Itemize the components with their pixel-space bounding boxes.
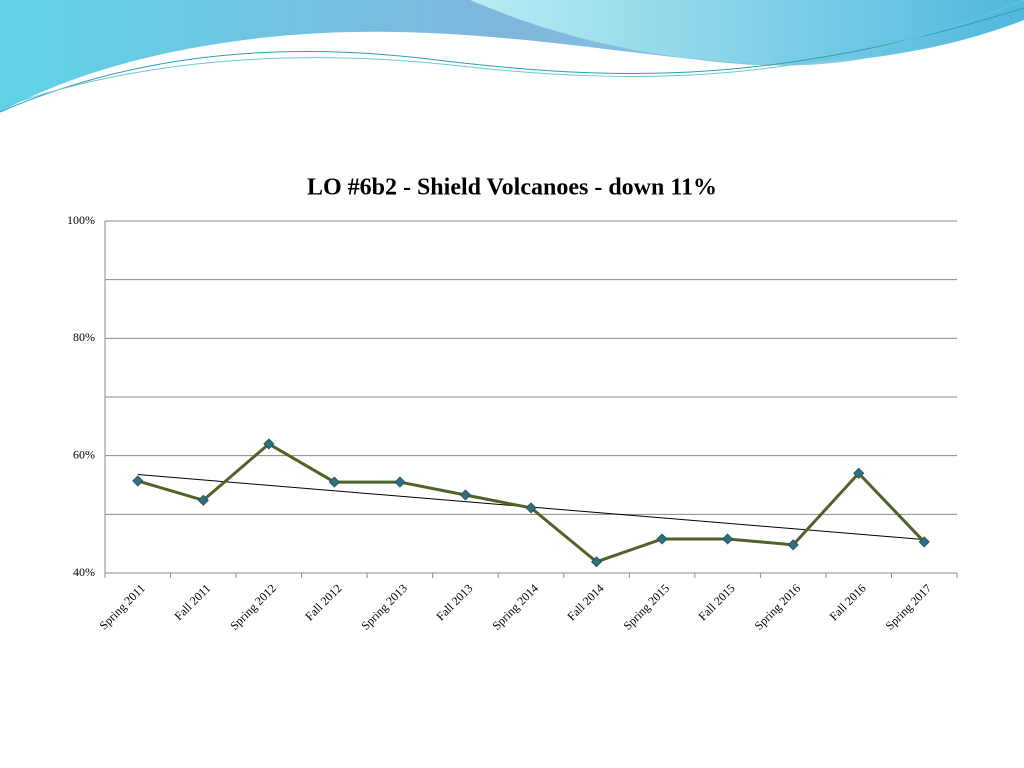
data-point <box>132 475 144 487</box>
x-tick-label: Fall 2014 <box>564 581 606 623</box>
x-tick-label: Spring 2017 <box>883 581 935 633</box>
x-tick-label: Spring 2013 <box>358 581 410 633</box>
data-point <box>853 467 865 479</box>
x-tick-label: Spring 2014 <box>489 581 541 633</box>
x-tick-label: Spring 2016 <box>752 581 804 633</box>
data-point <box>787 539 799 551</box>
y-tick-label: 80% <box>73 330 95 344</box>
y-tick-label: 60% <box>73 447 95 461</box>
data-point <box>722 533 734 545</box>
x-tick-label: Fall 2011 <box>171 581 213 623</box>
data-point <box>525 502 537 514</box>
x-tick-label: Spring 2015 <box>621 581 673 633</box>
x-tick-label: Fall 2016 <box>827 581 869 623</box>
data-point <box>656 533 668 545</box>
y-tick-label: 100% <box>67 213 95 227</box>
plot-area: 40% 60% 80% 100% Spring 2011 Fall 2011 Spring … <box>67 213 958 633</box>
data-point <box>590 556 603 568</box>
x-tick-label: Fall 2013 <box>433 581 475 623</box>
x-tick-label: Fall 2012 <box>302 581 344 623</box>
data-point <box>394 476 406 488</box>
chart-title: LO #6b2 - Shield Volcanoes - down 11% <box>307 175 717 201</box>
data-point <box>197 494 209 506</box>
data-point <box>918 536 930 548</box>
header-wave <box>0 0 1024 113</box>
x-tick-label: Spring 2011 <box>97 581 148 632</box>
x-tick-label: Fall 2015 <box>695 581 737 623</box>
data-point <box>328 476 340 488</box>
data-point <box>263 438 275 450</box>
y-tick-label: 40% <box>73 565 95 579</box>
data-point <box>459 489 472 501</box>
x-tick-label: Spring 2012 <box>227 581 279 633</box>
